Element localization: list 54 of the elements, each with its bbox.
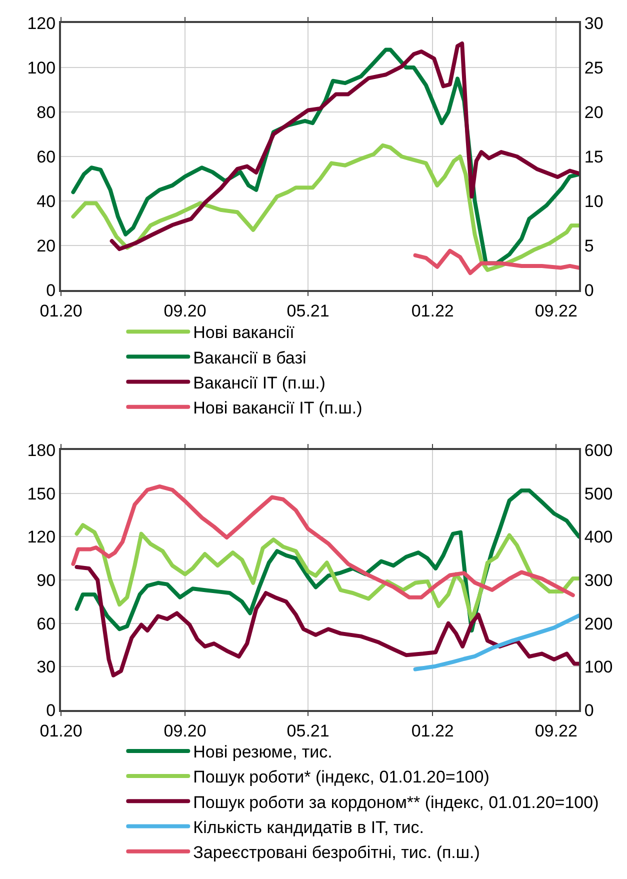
line-series	[71, 484, 575, 600]
legend-label: Нові вакансії	[193, 323, 295, 342]
legend-label: Нові вакансії IT (п.ш.)	[193, 398, 362, 418]
y2-tick-label: 5	[584, 236, 594, 256]
y2-tick-label: 500	[584, 484, 613, 504]
x-tick-label: 09.22	[534, 721, 578, 740]
y2-tick-label: 15	[584, 147, 604, 166]
x-tick-label: 09.20	[164, 721, 206, 740]
y-tick-label: 0	[46, 700, 56, 720]
line-series	[413, 614, 579, 672]
y2-tick-label: 10	[584, 192, 604, 211]
x-tick-label: 01.20	[40, 301, 82, 320]
x-tick-label: 01.22	[411, 301, 454, 320]
y-tick-label: 180	[27, 440, 56, 460]
y2-tick-label: 0	[584, 700, 594, 720]
legend-label: Пошук роботи* (індекс, 01.01.20=100)	[193, 768, 490, 787]
legend-label: Нові резюме, тис.	[193, 742, 332, 762]
y-tick-label: 30	[36, 658, 56, 677]
y2-tick-label: 25	[584, 58, 604, 78]
x-tick-label: 05.21	[286, 301, 330, 320]
y-tick-label: 150	[27, 484, 56, 504]
y-tick-label: 0	[46, 280, 56, 300]
y2-tick-label: 300	[584, 570, 613, 590]
y-tick-label: 120	[27, 528, 56, 547]
legend-label: Пошук роботи за кордоном** (індекс, 01.01.20=100)	[193, 792, 599, 812]
y2-tick-label: 30	[584, 14, 604, 33]
y2-tick-label: 0	[584, 280, 594, 300]
y-tick-label: 60	[36, 614, 56, 634]
y-tick-label: 60	[36, 147, 56, 166]
x-tick-label: 09.20	[164, 301, 206, 320]
y2-tick-label: 20	[584, 102, 604, 122]
y2-tick-label: 600	[584, 440, 613, 460]
y2-tick-label: 400	[584, 528, 613, 547]
y-tick-label: 80	[36, 102, 56, 122]
line-series	[71, 143, 579, 272]
y2-tick-label: 100	[584, 658, 613, 677]
y-tick-label: 20	[36, 236, 56, 256]
y-tick-label: 100	[27, 58, 56, 78]
line-series	[413, 248, 579, 276]
line-series	[74, 523, 579, 622]
x-tick-label: 01.20	[40, 721, 82, 740]
x-tick-label: 01.22	[411, 721, 454, 740]
legend-label: Зареєстровані безробітні, тис. (п.ш.)	[193, 842, 480, 862]
legend-label: Кількість кандидатів в IT, тис.	[193, 818, 424, 837]
line-series	[110, 41, 579, 252]
y2-tick-label: 200	[584, 614, 613, 634]
y-tick-label: 120	[27, 14, 56, 33]
legend-label: Вакансії в базі	[193, 348, 306, 368]
x-tick-label: 09.22	[534, 301, 578, 320]
y-tick-label: 90	[36, 570, 56, 590]
legend-label: Вакансії IT (п.ш.)	[193, 373, 326, 392]
x-tick-label: 05.21	[286, 721, 330, 740]
line-series	[74, 565, 579, 678]
y-tick-label: 40	[36, 192, 56, 211]
